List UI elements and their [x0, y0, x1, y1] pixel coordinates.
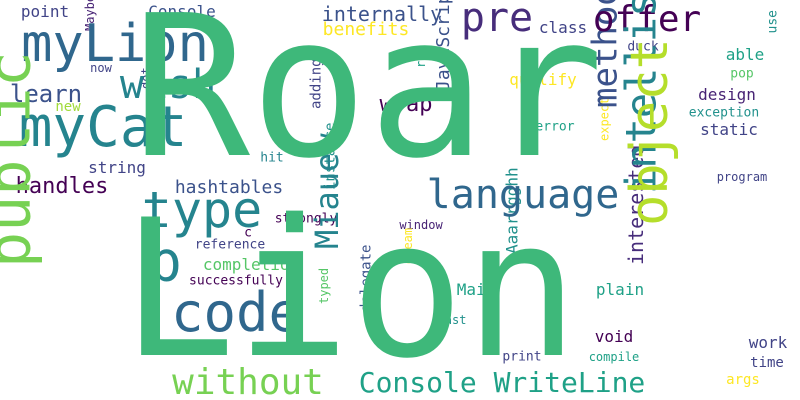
- word-pre: pre: [460, 0, 534, 41]
- word-wish: wish: [119, 62, 217, 108]
- word-internally: internally: [321, 2, 443, 26]
- word-plain: plain: [595, 280, 645, 299]
- word-time: time: [750, 355, 784, 371]
- word-hashtables: hashtables: [174, 177, 284, 198]
- word-object: object: [620, 38, 681, 226]
- word-new: new: [55, 99, 81, 115]
- word-roar: Roar: [131, 0, 605, 202]
- word-print: print: [502, 349, 542, 365]
- word-static: static: [700, 120, 758, 139]
- word-error: error: [535, 119, 575, 135]
- word-use: use: [765, 10, 781, 34]
- word-compile: compile: [588, 350, 640, 364]
- word-offer: offer: [592, 0, 702, 40]
- word-mycat: myCat: [18, 95, 188, 160]
- word-void: void: [594, 327, 634, 346]
- word-program: program: [716, 170, 768, 184]
- word-mylion: myLion: [21, 14, 209, 74]
- word-public: public: [0, 51, 45, 268]
- word-args: args: [726, 372, 760, 388]
- word-lion: Lion: [121, 179, 579, 400]
- word-learn: learn: [9, 80, 83, 108]
- word-hit: hit: [260, 150, 284, 166]
- word-handles: handles: [15, 174, 109, 199]
- word-strongly: strongly: [274, 211, 338, 227]
- word-able: able: [725, 45, 765, 64]
- word-wrap: wrap: [379, 92, 433, 117]
- word-point: point: [20, 2, 70, 21]
- word-pop: pop: [730, 66, 754, 82]
- word-p: p: [148, 230, 182, 295]
- word-class: class: [538, 18, 588, 37]
- word-window: window: [399, 218, 443, 232]
- word-completion: completion: [202, 255, 300, 274]
- word-exception: exception: [688, 105, 760, 121]
- word-console-writeline: Console WriteLine: [358, 366, 646, 399]
- word-now: now: [90, 61, 112, 75]
- word-cast: cast: [437, 313, 467, 327]
- word-duck: duck: [627, 39, 659, 55]
- word-qualify: qualify: [509, 70, 577, 89]
- word-console: Console: [148, 2, 216, 21]
- word-code: code: [170, 281, 302, 344]
- word-work: work: [748, 333, 788, 352]
- word-c: c: [244, 225, 252, 241]
- word-without: without: [172, 362, 324, 400]
- word-string: string: [88, 158, 146, 177]
- word-language: language: [426, 172, 620, 218]
- word-benefits: benefits: [322, 19, 410, 40]
- word-design: design: [698, 85, 756, 104]
- word-reference: reference: [194, 237, 266, 253]
- word-successfully: successfully: [189, 273, 283, 289]
- word-type: type: [141, 181, 263, 239]
- word-main: Main: [456, 280, 496, 299]
